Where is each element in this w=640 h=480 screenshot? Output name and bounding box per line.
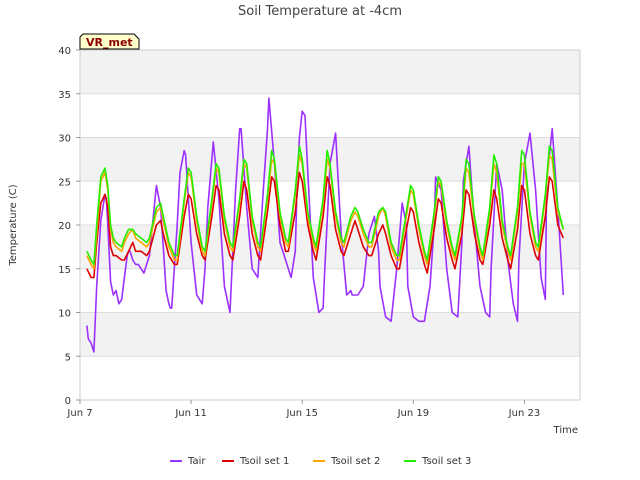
y-tick-label: 40: [58, 46, 71, 57]
station-label-text: VR_met: [86, 36, 133, 49]
y-tick-label: 30: [58, 134, 71, 145]
y-tick-label: 35: [58, 90, 71, 101]
station-label-box: VR_met: [79, 33, 140, 50]
y-axis-label: Temperature (C): [8, 184, 19, 266]
x-tick-label: Jun 15: [285, 408, 318, 419]
plot-background: [80, 50, 580, 400]
x-tick-label: Jun 19: [397, 408, 430, 419]
legend-label: Tair: [187, 456, 206, 467]
y-axis-ticks: 0 5 10 15 20 25 30 35 40: [58, 46, 80, 407]
x-tick-label: Jun 23: [508, 408, 541, 419]
station-label-shape: [79, 33, 140, 50]
plot-band: [80, 356, 580, 400]
y-tick-label: 15: [58, 265, 71, 276]
x-axis-ticks: Jun 7 Jun 11 Jun 15 Jun 19 Jun 23: [66, 400, 540, 419]
chart-title: Soil Temperature at -4cm: [238, 4, 402, 19]
legend-label: Tsoil set 3: [421, 456, 471, 467]
plot-band: [80, 93, 580, 138]
y-tick-label: 5: [65, 352, 71, 363]
legend-label: Tsoil set 2: [330, 456, 380, 467]
x-axis-label: Time: [553, 425, 578, 436]
plot-band: [80, 268, 580, 313]
y-tick-label: 0: [65, 396, 71, 407]
series-line-tsoil-set-1: [86, 171, 565, 279]
y-tick-label: 25: [58, 177, 71, 188]
series-layer: [86, 97, 565, 353]
series-line-tsoil-set-3: [86, 145, 565, 266]
legend-label: Tsoil set 1: [239, 456, 289, 467]
plot-band: [80, 50, 580, 94]
y-tick-label: 10: [58, 309, 71, 320]
series-line-tsoil-set-2: [86, 154, 565, 270]
plot-band: [80, 312, 580, 357]
x-tick-label: Jun 11: [174, 408, 207, 419]
x-tick-label: Jun 7: [66, 408, 92, 419]
legend: Tair Tsoil set 1 Tsoil set 2 Tsoil set 3: [170, 456, 471, 467]
y-tick-label: 20: [58, 221, 71, 232]
